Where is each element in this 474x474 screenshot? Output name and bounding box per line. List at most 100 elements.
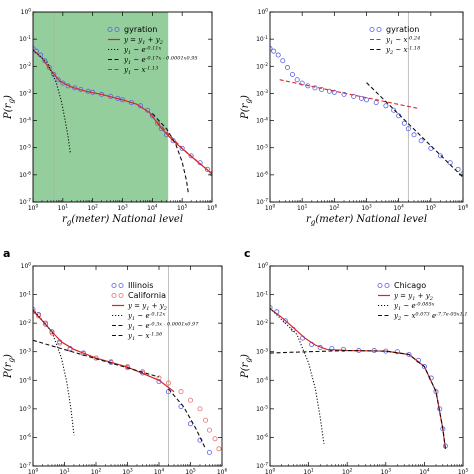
series-4 xyxy=(157,122,212,175)
y-tick-label: 10-3​ xyxy=(256,89,268,97)
series-line xyxy=(270,308,446,449)
x-tick-label: 106​ xyxy=(458,204,469,212)
y-tick-label: 10-5​ xyxy=(19,143,31,151)
legend-label: y1​ ~ x-1.56​ xyxy=(127,331,163,341)
data-point xyxy=(341,91,347,97)
legend-label: y = y1​ + y2​ xyxy=(127,302,167,312)
y-tick-label: 10-3​ xyxy=(19,89,31,97)
series-4 xyxy=(168,388,207,450)
series-2 xyxy=(366,82,463,179)
data-point xyxy=(55,77,61,83)
x-tick-label: 103​ xyxy=(381,468,392,474)
y-tick-label: 100​ xyxy=(21,8,32,16)
x-tick-label: 103​ xyxy=(122,468,133,474)
legend: gyration y = y1​ + y2​y1​ ~ e-0.11x​ y1​ ~… xyxy=(107,25,198,76)
chart-panel-p1: 100​ 101​ 102​ 103​ 104​ 105​ 106​ 100​ 10-1​ 10-… xyxy=(3,8,217,227)
x-tick-label: 100​ xyxy=(28,468,39,474)
plot-frame xyxy=(269,11,464,203)
legend-label: California xyxy=(128,291,166,300)
legend-label: y1​ ~ x-1.13​ xyxy=(123,65,158,75)
y-tick-label: 10-6​ xyxy=(256,433,268,441)
data-point xyxy=(363,97,369,103)
x-tick-label: 100​ xyxy=(28,204,39,212)
legend-label: y = y1​ + y2​ xyxy=(393,292,433,302)
legend-label: gyration xyxy=(386,25,419,34)
y-tick-label: 10-1​ xyxy=(19,35,31,43)
y-tick-label: 10-4​ xyxy=(19,376,31,384)
data-point xyxy=(51,71,57,77)
data-point xyxy=(438,153,444,159)
x-tick-label: 101​ xyxy=(303,468,314,474)
x-tick-label: 101​ xyxy=(58,204,69,212)
legend-label: Illinois xyxy=(128,281,153,290)
y-tick-label: 10-2​ xyxy=(256,62,268,70)
series-line xyxy=(279,79,419,109)
x-axis-label: rg​(meter) National level xyxy=(62,214,183,227)
data-point xyxy=(187,397,193,403)
legend-marker xyxy=(118,292,124,298)
data-point xyxy=(421,364,427,370)
data-point xyxy=(206,449,212,455)
data-point xyxy=(212,436,218,442)
legend-marker xyxy=(376,26,382,32)
series-line xyxy=(33,49,71,154)
data-point xyxy=(33,46,36,52)
series-0 xyxy=(270,46,463,177)
legend-label: y = y1​ + y2​ xyxy=(123,36,163,46)
y-tick-label: 10-7​ xyxy=(19,198,31,206)
data-point xyxy=(155,120,161,126)
x-axis-label: rg​(meter) National level xyxy=(306,214,427,227)
y-tick-label: 10-5​ xyxy=(19,405,31,413)
series-3 xyxy=(151,113,189,193)
y-tick-label: 10-5​ xyxy=(256,143,268,151)
data-point xyxy=(312,85,318,91)
y-tick-label: 10-1​ xyxy=(19,290,31,298)
legend-label: y1​ ~ e-0.11x​ xyxy=(123,45,161,55)
data-point xyxy=(280,58,286,64)
data-point xyxy=(270,46,273,52)
x-tick-label: 100​ xyxy=(265,468,276,474)
x-tick-label: 104​ xyxy=(154,468,165,474)
legend-label: gyration xyxy=(124,25,157,34)
y-tick-label: 10-1​ xyxy=(256,290,268,298)
y-tick-label: 10-3​ xyxy=(256,347,268,355)
data-point xyxy=(401,120,407,126)
legend-label: Chicago xyxy=(394,281,426,290)
series-line xyxy=(151,113,189,193)
y-tick-label: 100​ xyxy=(258,8,269,16)
data-point xyxy=(43,321,49,327)
series-1 xyxy=(33,309,222,452)
series-5 xyxy=(33,339,160,378)
legend-label: y1​ ~ e-0.085x​ xyxy=(393,301,435,311)
x-tick-label: 105​ xyxy=(426,204,437,212)
chart-panel-p3: 100​ 101​ 102​ 103​ 104​ 105​ 106​ 100​ 10-1​ 10-… xyxy=(3,247,227,474)
series-2 xyxy=(33,310,175,393)
data-point xyxy=(165,380,171,386)
data-point xyxy=(359,95,365,101)
y-tick-label: 100​ xyxy=(258,262,269,270)
legend-marker xyxy=(111,292,117,298)
x-tick-label: 102​ xyxy=(329,204,340,212)
legend-label: y2​ ~ x-1.18​ xyxy=(385,45,420,55)
y-tick-label: 10-7​ xyxy=(256,462,268,470)
x-tick-label: 102​ xyxy=(342,468,353,474)
data-point xyxy=(326,88,332,94)
data-point xyxy=(373,100,379,106)
series-1 xyxy=(279,79,419,109)
series-line xyxy=(270,349,446,449)
y-axis-label: P(rg​) xyxy=(240,95,253,120)
data-point xyxy=(383,103,389,109)
data-point xyxy=(319,86,325,92)
x-tick-label: 102​ xyxy=(91,468,102,474)
y-tick-label: 10-6​ xyxy=(19,433,31,441)
shaded-region xyxy=(33,12,169,202)
series-line xyxy=(270,307,325,444)
legend-marker xyxy=(114,26,120,32)
legend-marker xyxy=(118,282,124,288)
y-axis-label: P(rg​) xyxy=(3,354,16,379)
data-point xyxy=(285,65,291,71)
y-tick-label: 10-1​ xyxy=(256,35,268,43)
series-3 xyxy=(33,309,75,436)
